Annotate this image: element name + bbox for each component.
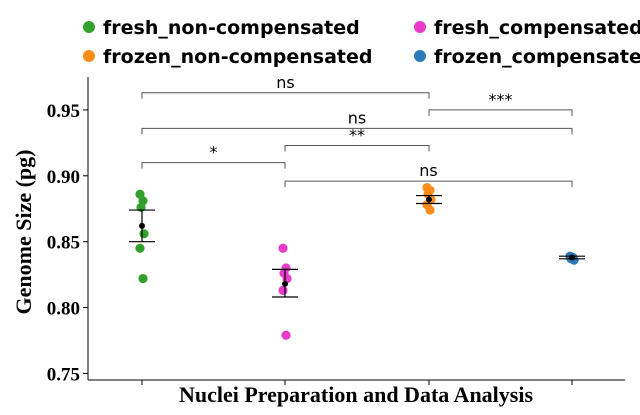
data-point [278,285,288,296]
y-tick-label: 0.80 [47,299,80,320]
data-point [425,205,435,215]
data-point [138,273,148,284]
data-points [135,183,579,340]
comparison-bracket [141,162,286,169]
comparison-bracket [428,109,573,116]
legend-label-frozen-compensated: frozen_compensated [434,46,640,68]
y-tick-label: 0.75 [47,364,80,385]
legend-marker-fresh-non-compensated [83,21,95,33]
comparison-bracket [284,145,430,152]
significance-label: ns [419,161,437,180]
y-axis-ticks: 0.75 0.80 0.85 0.90 0.95 [47,101,88,385]
y-axis-title: Genome Size (pg) [11,150,36,315]
legend-label-fresh-compensated: fresh_compensated [434,17,640,39]
legend-marker-frozen-non-compensated [83,50,95,62]
legend-marker-frozen-compensated [414,50,426,62]
legend-label-frozen-non-compensated: frozen_non-compensated [103,46,372,68]
x-axis-ticks [141,380,573,385]
x-axis-title: Nuclei Preparation and Data Analysis [179,382,534,407]
data-point [139,229,149,239]
comparison-bracket [284,180,573,188]
significance-label: * [210,143,218,162]
significance-label: *** [489,90,513,109]
y-tick-label: 0.85 [47,233,80,254]
significance-label: ns [348,108,366,127]
y-tick-label: 0.95 [47,101,80,122]
comparison-bracket [141,92,430,99]
legend-marker-fresh-compensated [414,21,426,33]
data-point [281,330,291,340]
significance-label: ns [276,73,294,92]
mean-point [426,196,432,203]
legend: fresh_non-compensated fresh_compensated … [83,17,640,68]
data-point [135,243,145,253]
mean-point [139,222,145,229]
legend-label-fresh-non-compensated: fresh_non-compensated [103,17,360,39]
y-tick-label: 0.90 [47,167,80,188]
data-point [278,243,288,253]
mean-error-bars [129,194,585,298]
comparison-bracket [141,127,573,135]
mean-point [282,280,288,287]
mean-point [569,254,575,261]
significance-label: ** [349,126,365,145]
